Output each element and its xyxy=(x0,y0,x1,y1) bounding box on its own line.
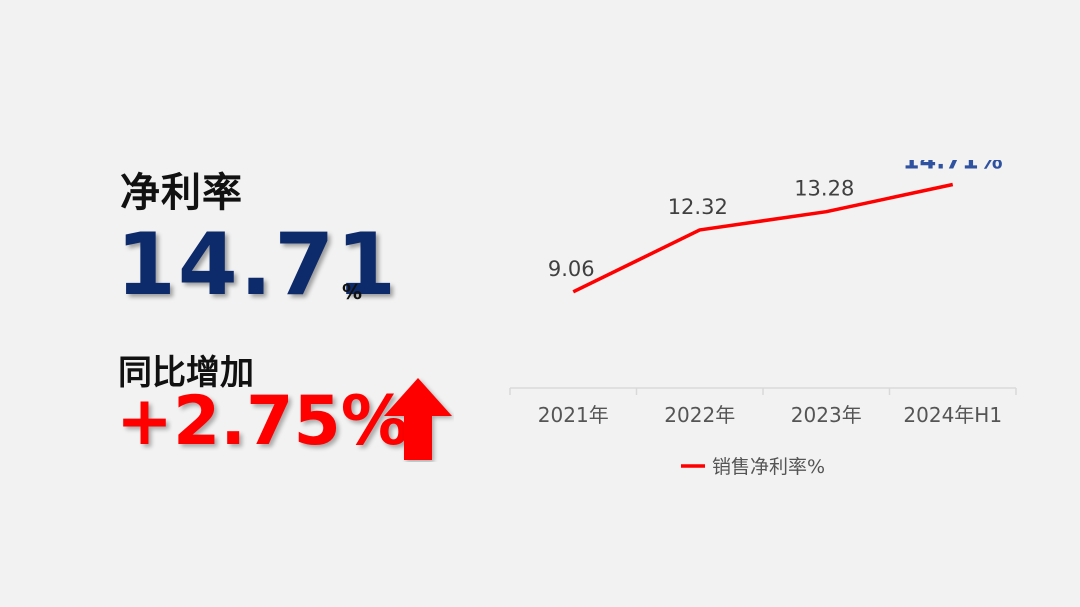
change-value: +2.75% xyxy=(116,382,409,461)
x-tick-label: 2023年 xyxy=(791,403,862,427)
legend: 销售净利率% xyxy=(681,456,825,478)
kpi-title: 净利率 xyxy=(120,170,243,216)
data-label: 12.32 xyxy=(668,195,728,219)
up-arrow-icon xyxy=(384,378,452,460)
legend-label: 销售净利率% xyxy=(712,456,825,478)
x-tick-label: 2024年H1 xyxy=(903,403,1002,427)
kpi-value: 14.71 xyxy=(116,215,399,315)
data-label: 14.71% xyxy=(903,160,1003,175)
net-margin-line-chart: 9.06 12.32 13.28 14.71% 2021年 2022年 2023年 2024… xyxy=(509,160,1017,478)
x-tick-label: 2021年 xyxy=(538,403,609,427)
change-title: 同比增加 xyxy=(118,353,254,393)
series-line xyxy=(572,182,954,294)
x-tick-label: 2022年 xyxy=(664,403,735,427)
kpi-unit: % xyxy=(342,280,363,304)
data-label: 9.06 xyxy=(548,257,595,281)
data-label: 13.28 xyxy=(794,177,854,201)
